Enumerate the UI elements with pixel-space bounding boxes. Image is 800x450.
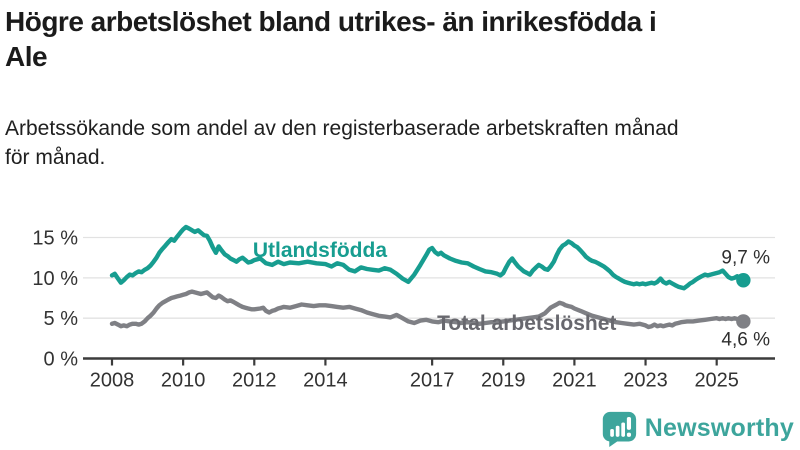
page-title: Högre arbetslöshet bland utrikes- än inr… xyxy=(5,6,657,72)
x-tick-label: 2017 xyxy=(410,370,455,392)
newsworthy-logo: Newsworthy xyxy=(600,410,794,447)
x-tick-label: 2010 xyxy=(161,370,206,392)
series-end-value-label: 4,6 % xyxy=(721,329,770,350)
x-tick-label: 2014 xyxy=(303,370,348,392)
series-end-dot xyxy=(736,314,751,329)
series-name-label: Total arbetslöshet xyxy=(437,312,616,335)
x-tick-label: 2019 xyxy=(481,370,526,392)
x-tick-label: 2021 xyxy=(552,370,597,392)
series-name-label: Utlandsfödda xyxy=(253,239,387,262)
series-line-utlandsfodda xyxy=(109,224,746,291)
y-tick-label: 5 % xyxy=(44,308,79,330)
x-tick-label: 2025 xyxy=(694,370,739,392)
x-tick-label: 2023 xyxy=(623,370,668,392)
bar-chart-speech-bubble-icon xyxy=(602,411,636,447)
unemployment-line-chart: 2008 2010 2012 2014 2017 2019 2021 2023 2025 0 % 5… xyxy=(32,224,775,392)
series-end-value-label: 9,7 % xyxy=(721,247,770,268)
series-end-dot xyxy=(736,273,751,288)
y-tick-label: 10 % xyxy=(32,268,78,290)
series-line-total-arbetsloshet xyxy=(109,289,746,330)
brand-wordmark: Newsworthy xyxy=(644,414,794,442)
x-tick-label: 2008 xyxy=(90,370,135,392)
chart-subtitle: Arbetssökande som andel av den registerb… xyxy=(5,117,679,169)
x-tick-label: 2012 xyxy=(232,370,277,392)
y-tick-label: 15 % xyxy=(32,228,78,250)
y-tick-label: 0 % xyxy=(44,349,79,371)
